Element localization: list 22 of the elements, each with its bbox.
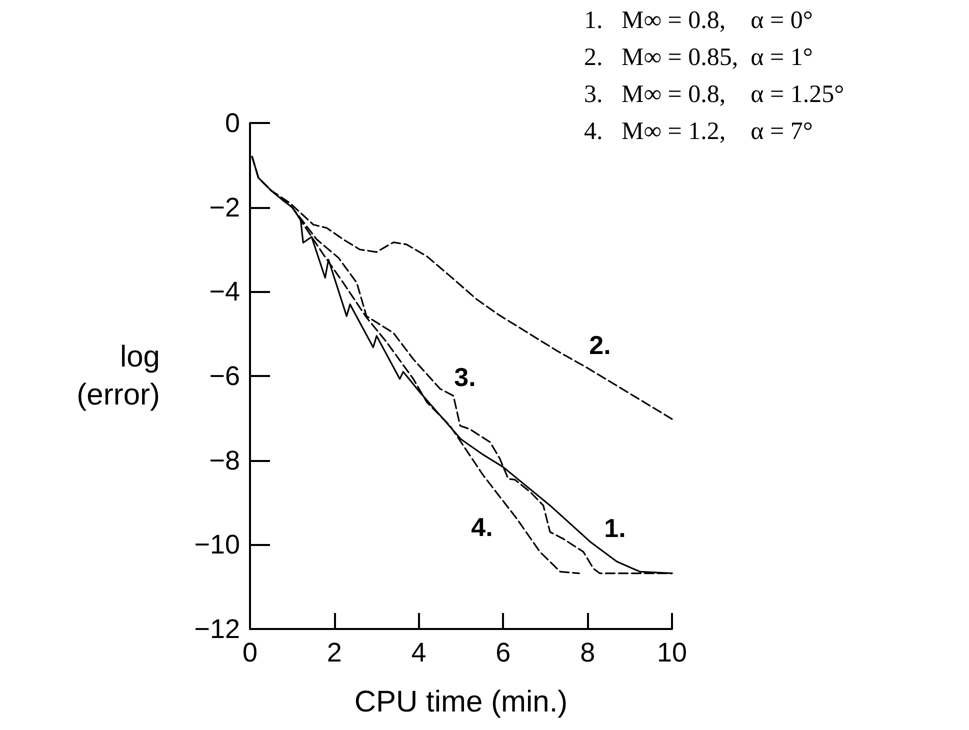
y-tick-label: −2 [209, 192, 240, 222]
annotation: 3. [454, 362, 476, 392]
x-tick-label: 6 [496, 638, 511, 668]
annotation: 2. [589, 330, 611, 360]
x-tick-label: 10 [656, 638, 688, 668]
y-axis-title: log (error) [76, 340, 160, 412]
annotation: 1. [604, 513, 626, 543]
x-axis-title: CPU time (min.) [354, 686, 568, 718]
text: 2. M∞ = 0.85, α = 1° [584, 44, 813, 71]
x-tick-label: 2 [326, 638, 342, 668]
annotation: 4. M∞ = 1.2, α = 7° [584, 118, 813, 145]
y-tick-label: −4 [209, 276, 240, 307]
y-tick-label: −6 [209, 361, 240, 391]
y-tick-label: −8 [209, 445, 240, 476]
y-tick-label: −10 [194, 530, 240, 560]
x-tick-label: 4 [411, 638, 426, 668]
y-tick-label: 0 [224, 108, 240, 138]
y-tick-label: −12 [194, 614, 240, 644]
text: 3. M∞ = 0.8, α = 1.25° [584, 81, 844, 108]
annotation: 4. [471, 512, 493, 542]
x-tick-label: 8 [580, 638, 596, 668]
text: 1. M∞ = 0.8, α = 0° [584, 7, 813, 34]
